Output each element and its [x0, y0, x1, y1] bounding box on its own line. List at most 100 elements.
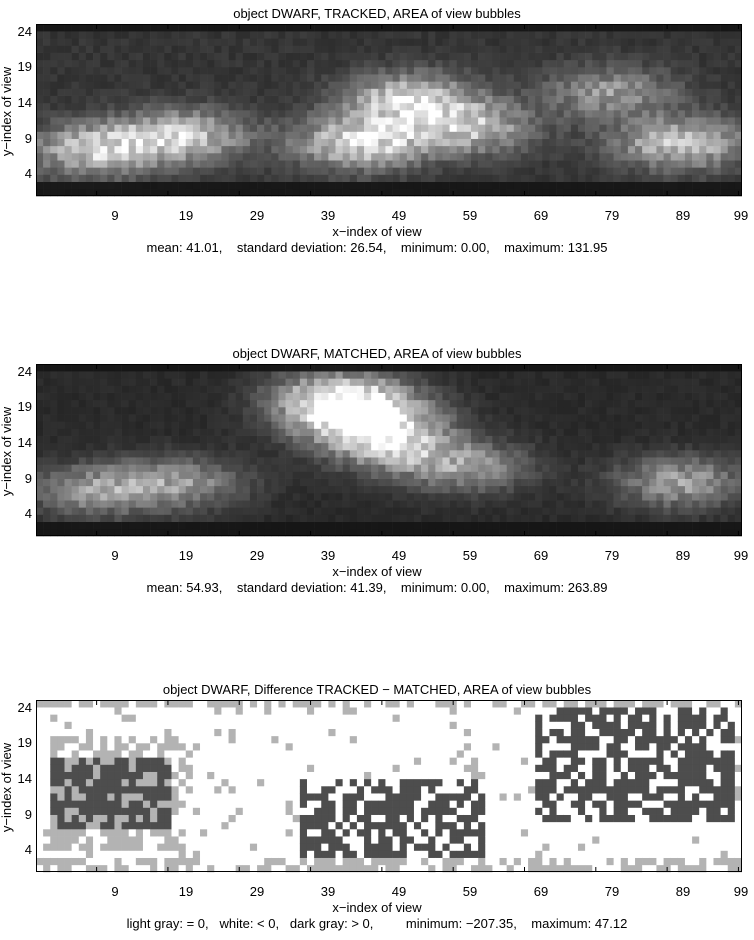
heatmap-cell	[121, 174, 130, 182]
heatmap-cell	[428, 407, 436, 415]
heatmap-cell	[478, 188, 486, 197]
heatmap-cell	[43, 67, 51, 75]
heatmap-cell	[613, 95, 622, 104]
heatmap-cell	[207, 471, 215, 479]
heatmap-cell	[670, 385, 679, 393]
heatmap-cell	[513, 117, 522, 125]
heatmap-cell	[257, 385, 265, 393]
heatmap-cell	[734, 414, 742, 422]
heatmap-cell	[178, 52, 187, 61]
heatmap-cell	[200, 521, 208, 530]
heatmap-cell	[100, 385, 108, 393]
heatmap-cell	[335, 478, 343, 487]
heatmap-cell	[107, 428, 115, 436]
difference-cell	[50, 735, 58, 744]
heatmap-cell	[100, 124, 108, 132]
heatmap-cell	[613, 45, 622, 53]
heatmap-cell	[720, 371, 729, 379]
heatmap-cell	[242, 493, 251, 501]
heatmap-cell	[71, 124, 80, 132]
heatmap-cell	[114, 188, 122, 197]
heatmap-cell	[535, 421, 543, 429]
heatmap-cell	[663, 153, 671, 161]
heatmap-cell	[670, 399, 679, 408]
heatmap-cell	[549, 188, 557, 197]
heatmap-cell	[499, 167, 507, 175]
heatmap-cell	[192, 167, 201, 175]
heatmap-cell	[178, 102, 187, 111]
heatmap-cell	[549, 117, 557, 125]
heatmap-cell	[85, 181, 94, 190]
heatmap-cell	[228, 514, 236, 522]
heatmap-cell	[656, 464, 664, 472]
x-tick: 49	[391, 548, 407, 563]
heatmap-cell	[285, 188, 294, 197]
heatmap-cell	[192, 38, 201, 46]
heatmap-cell	[207, 95, 215, 104]
heatmap-cell	[342, 442, 351, 451]
heatmap-cell	[342, 399, 351, 408]
heatmap-cell	[321, 428, 329, 436]
heatmap-cell	[528, 88, 536, 96]
heatmap-cell	[542, 493, 550, 501]
heatmap-cell	[706, 464, 714, 472]
heatmap-cell	[478, 38, 486, 46]
heatmap-cell	[178, 45, 187, 53]
heatmap-cell	[278, 24, 286, 32]
heatmap-cell	[43, 24, 51, 32]
difference-cell	[64, 829, 72, 837]
heatmap-cell	[649, 110, 657, 118]
heatmap-cell	[699, 500, 707, 508]
difference-cell	[57, 836, 65, 844]
heatmap-cell	[78, 407, 87, 415]
heatmap-cell	[235, 181, 244, 190]
heatmap-cell	[314, 392, 322, 401]
heatmap-cell	[449, 435, 458, 444]
x-tick: 89	[675, 548, 691, 563]
heatmap-cell	[670, 514, 679, 522]
heatmap-cell	[642, 493, 650, 501]
x-tick: 19	[178, 548, 194, 563]
heatmap-cell	[192, 414, 201, 422]
heatmap-cell	[670, 485, 679, 494]
heatmap-cell	[278, 471, 286, 479]
heatmap-cell	[192, 81, 201, 89]
heatmap-cell	[542, 81, 550, 89]
heatmap-cell	[378, 464, 386, 472]
heatmap-cell	[378, 174, 386, 182]
heatmap-cell	[649, 378, 657, 386]
heatmap-cell	[642, 45, 650, 53]
heatmap-cell	[549, 124, 557, 132]
heatmap-cell	[642, 74, 650, 82]
difference-cell	[43, 786, 51, 794]
heatmap-cell	[36, 174, 44, 182]
x-tick: 79	[604, 208, 620, 223]
heatmap-cell	[577, 110, 586, 118]
heatmap-cell	[520, 514, 529, 522]
heatmap-cell	[435, 521, 443, 530]
heatmap-cell	[649, 435, 657, 444]
heatmap-cell	[135, 528, 144, 537]
heatmap-cell	[692, 117, 700, 125]
heatmap-cell	[178, 500, 187, 508]
difference-cell	[64, 757, 72, 765]
difference-cell	[50, 836, 58, 844]
heatmap-cell	[128, 24, 137, 32]
heatmap-cell	[677, 145, 686, 154]
heatmap-cell	[257, 364, 265, 372]
heatmap-cell	[150, 81, 158, 89]
heatmap-cell	[249, 145, 258, 154]
heatmap-cell	[328, 464, 336, 472]
heatmap-cell	[620, 399, 629, 408]
heatmap-cell	[356, 67, 365, 75]
heatmap-cell	[677, 435, 686, 444]
heatmap-cell	[157, 493, 165, 501]
heatmap-cell	[549, 145, 557, 154]
heatmap-cell	[150, 428, 158, 436]
heatmap-cell	[71, 67, 80, 75]
heatmap-cell	[135, 521, 144, 530]
heatmap-cell	[592, 67, 600, 75]
heatmap-cell	[585, 110, 593, 118]
heatmap-cell	[563, 514, 572, 522]
heatmap-cell	[271, 407, 279, 415]
